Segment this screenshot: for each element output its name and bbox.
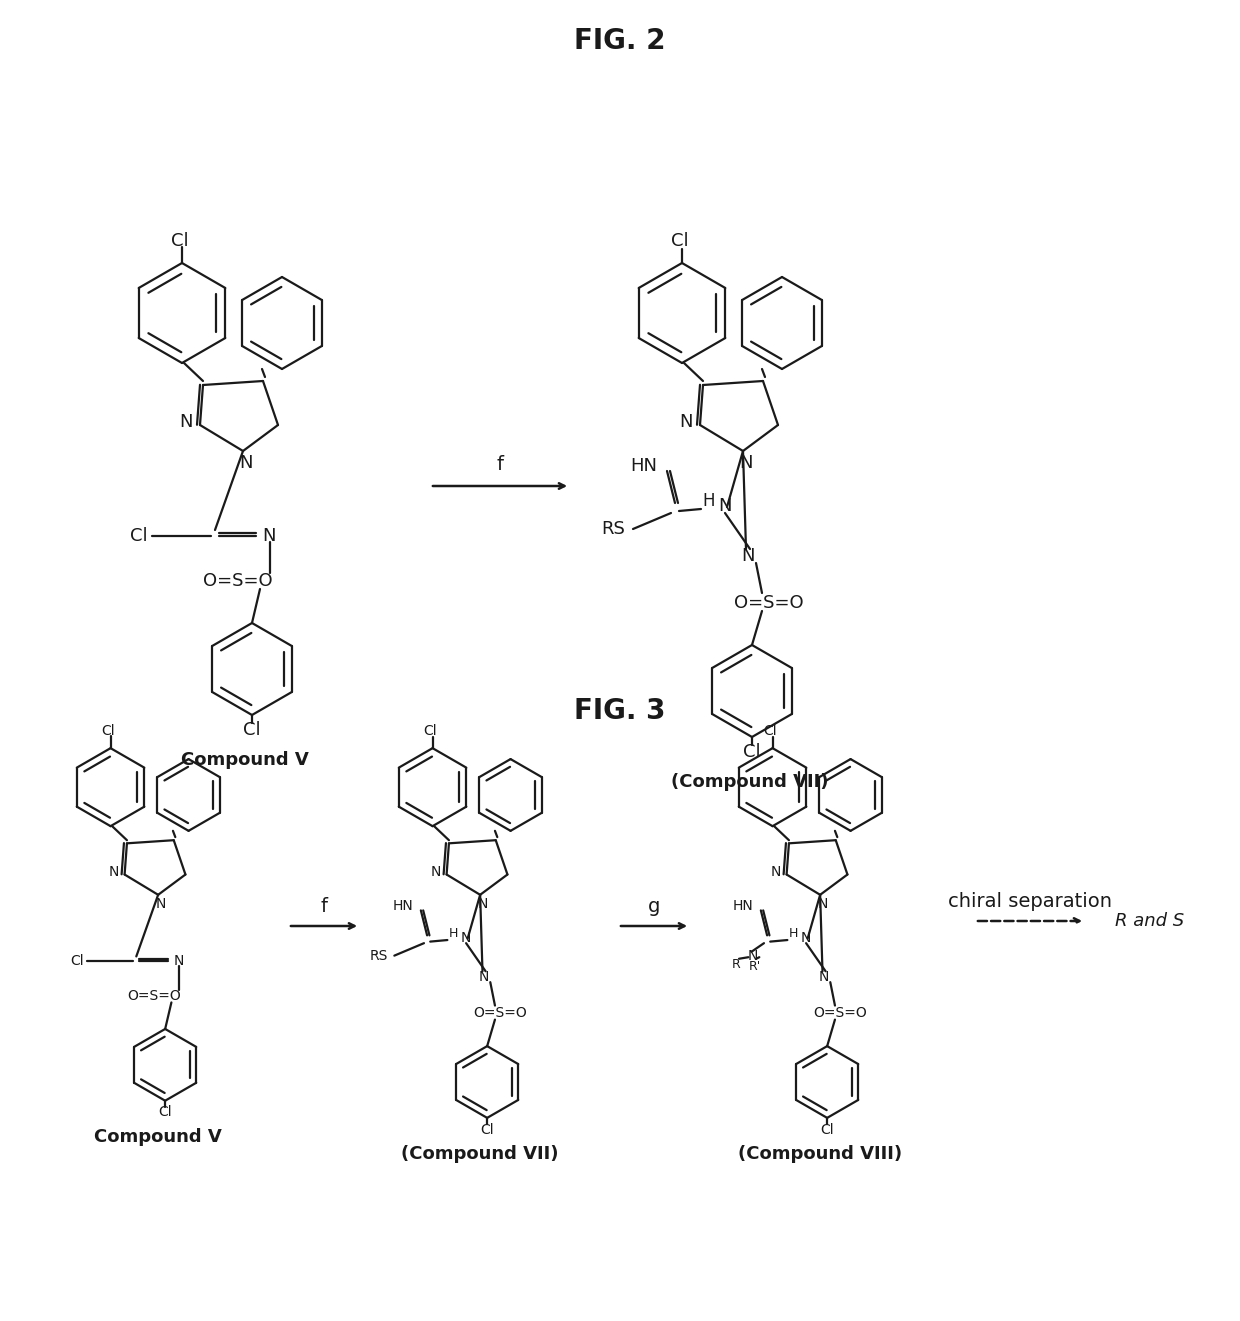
Text: N: N [739,454,753,472]
Text: N: N [174,954,184,968]
Text: N: N [430,865,441,880]
Text: Compound V: Compound V [94,1128,222,1145]
Text: FIG. 2: FIG. 2 [574,26,666,55]
Text: HN: HN [392,900,413,914]
Text: N: N [262,527,275,546]
Text: Cl: Cl [764,724,777,738]
Text: HN: HN [733,900,753,914]
Text: Cl: Cl [243,721,260,738]
Text: N: N [817,897,827,911]
Text: (Compound VIII): (Compound VIII) [738,1145,901,1162]
Text: N: N [155,897,166,911]
Text: (Compound VII): (Compound VII) [671,773,828,791]
Text: R': R' [749,960,761,974]
Text: O=S=O: O=S=O [734,594,804,612]
Text: N: N [239,454,253,472]
Text: N: N [108,865,119,880]
Text: O=S=O: O=S=O [474,1007,527,1020]
Text: RS: RS [601,520,625,538]
Text: N: N [479,970,490,984]
Text: Cl: Cl [821,1123,835,1136]
Text: f: f [496,454,503,474]
Text: HN: HN [630,457,657,476]
Text: H: H [449,927,459,941]
Text: Cl: Cl [71,954,84,968]
Text: N: N [742,547,755,565]
Text: N: N [461,931,471,945]
Text: Cl: Cl [671,232,688,250]
Text: Cl: Cl [424,724,438,738]
Text: (Compound VII): (Compound VII) [402,1145,559,1162]
Text: Cl: Cl [480,1123,494,1136]
Text: N: N [770,865,781,880]
Text: N: N [180,413,192,431]
Text: H: H [789,927,799,941]
Text: Cl: Cl [102,724,115,738]
Text: Compound V: Compound V [181,752,309,769]
Text: R and S: R and S [1116,911,1184,930]
Text: chiral separation: chiral separation [949,892,1112,911]
Text: O=S=O: O=S=O [203,572,273,590]
Text: R: R [732,959,740,971]
Text: FIG. 3: FIG. 3 [574,697,666,725]
Text: N: N [477,897,487,911]
Text: N: N [748,948,758,963]
Text: RS: RS [370,948,388,963]
Text: f: f [320,897,327,915]
Text: g: g [647,897,660,915]
Text: N: N [818,970,830,984]
Text: O=S=O: O=S=O [813,1007,867,1020]
Text: N: N [801,931,811,945]
Text: N: N [680,413,693,431]
Text: Cl: Cl [743,742,761,761]
Text: Cl: Cl [171,232,188,250]
Text: O=S=O: O=S=O [128,989,181,1003]
Text: Cl: Cl [130,527,148,546]
Text: N: N [718,497,732,515]
Text: Cl: Cl [159,1106,172,1119]
Text: H: H [703,491,715,510]
